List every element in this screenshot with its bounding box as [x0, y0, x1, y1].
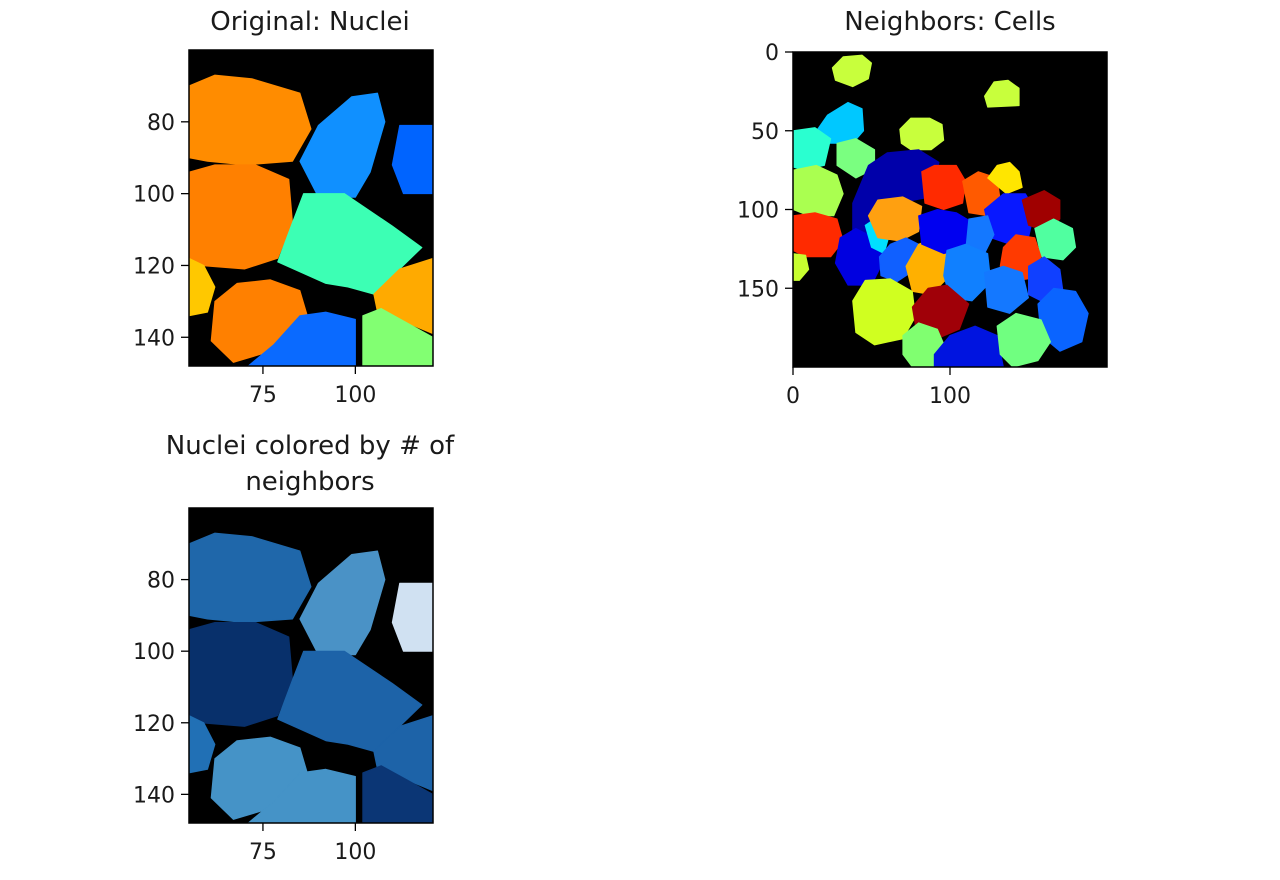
y-tick-label: 100 — [133, 183, 175, 208]
y-tick-label: 100 — [133, 640, 175, 665]
region-top-right-small-cell — [391, 582, 433, 652]
region-middle-left-cell — [189, 622, 293, 727]
region-cell-azure-c — [984, 265, 1029, 314]
region-top-left-cell — [189, 74, 312, 166]
heatmap-original-nuclei: 80 100 120 140 75 100 — [133, 49, 434, 408]
x-tick-label: 100 — [334, 840, 376, 865]
axes-frame — [188, 49, 434, 367]
heatmap-neighbors-cells: 0 50 100 150 0 100 — [737, 41, 1108, 409]
x-tick-label: 100 — [929, 384, 971, 409]
chart-title-line: Nuclei colored by # of — [165, 431, 455, 461]
region-top-left-cell — [189, 532, 312, 623]
region-cell-blue-bottom — [933, 325, 1004, 367]
region-cell-left-aqua — [793, 127, 832, 171]
region-cell-green-b — [996, 312, 1051, 367]
x-tick-label: 100 — [334, 383, 376, 408]
region-cell-orange-a — [867, 196, 923, 242]
chart-title: Nuclei colored by # of neighbors — [140, 428, 480, 500]
y-tick-label: 120 — [133, 254, 175, 279]
y-tick-label: 120 — [133, 712, 175, 737]
heatmap-nuclei-by-neighbors: 80 100 120 140 75 100 — [133, 507, 434, 865]
chart-title-line: neighbors — [245, 467, 375, 497]
x-tick-label: 75 — [249, 840, 277, 865]
region-cell-azure-b — [943, 243, 992, 302]
region-cell-left-yellowgreen — [793, 253, 810, 281]
region-bottom-right-cell — [362, 765, 433, 823]
y-tick-label: 50 — [751, 120, 779, 145]
chart-title: Neighbors: Cells — [844, 7, 1056, 37]
region-cell-left-red — [793, 212, 844, 258]
y-tick-label: 0 — [765, 41, 779, 66]
y-tick-label: 100 — [737, 199, 779, 224]
region-top-right-small-cell — [391, 124, 433, 195]
chart-title: Original: Nuclei — [210, 7, 410, 37]
region-cell-top-1 — [831, 54, 872, 88]
y-tick-label: 80 — [147, 569, 175, 594]
region-cell-top-2 — [984, 79, 1020, 108]
region-cell-top-3 — [899, 117, 945, 151]
y-tick-label: 140 — [133, 326, 175, 351]
x-tick-label: 75 — [249, 383, 277, 408]
region-cell-red-a — [921, 164, 967, 210]
y-tick-label: 150 — [737, 277, 779, 302]
region-cell-upper-left-cyan — [816, 101, 865, 144]
region-bottom-center-cell — [247, 768, 356, 823]
region-bottom-left-sliver-cell — [189, 257, 216, 317]
y-tick-label: 140 — [133, 783, 175, 808]
y-tick-label: 80 — [147, 111, 175, 136]
axes-frame — [188, 507, 434, 824]
region-bottom-left-sliver-cell — [189, 715, 216, 774]
panel-original-nuclei: Original: Nuclei 80 100 120 140 75 100 — [0, 0, 640, 420]
x-tick-label: 0 — [786, 384, 800, 409]
panel-nuclei-by-neighbors: Nuclei colored by # of neighbors 80 100 120… — [0, 420, 640, 880]
region-cell-left-lime — [793, 164, 844, 217]
region-bottom-right-cell — [362, 308, 433, 366]
region-bottom-center-cell — [247, 311, 356, 366]
panel-neighbors-cells: Neighbors: Cells 0 50 100 150 0 100 — [0, 0, 1280, 420]
